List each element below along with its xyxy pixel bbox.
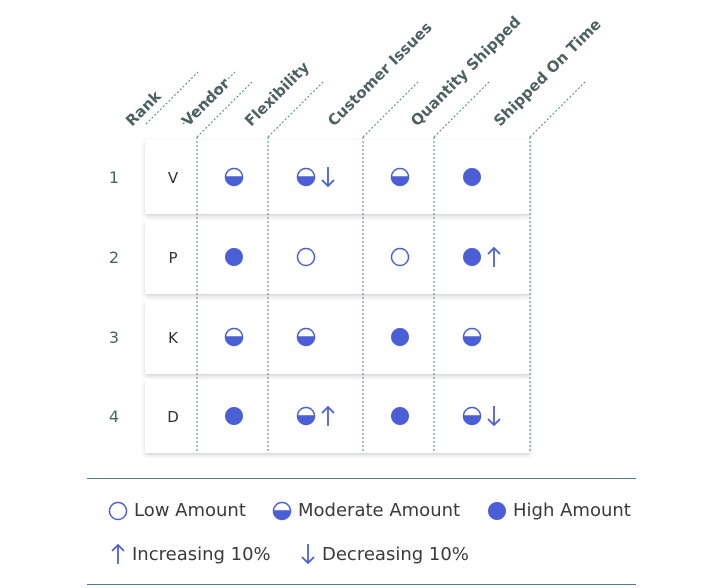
header-divider-diagonal	[145, 71, 199, 125]
score-cell	[390, 247, 410, 267]
score-cell	[225, 248, 243, 266]
arrow-down-icon	[321, 167, 335, 188]
moderate-amount-icon	[296, 327, 316, 347]
moderate-amount-icon	[296, 167, 316, 187]
score-cell	[391, 407, 409, 425]
score-cell	[391, 328, 409, 346]
score-cell	[463, 246, 501, 267]
high-amount-icon	[225, 248, 243, 266]
high-amount-icon	[391, 407, 409, 425]
score-cell	[463, 168, 481, 186]
arrow-up-icon	[487, 246, 501, 267]
rank-cell: 4	[109, 407, 119, 426]
rank-cell: 3	[109, 328, 119, 347]
high-amount-icon	[463, 168, 481, 186]
column-divider-diagonal	[196, 81, 253, 138]
low-amount-icon	[296, 247, 316, 267]
vendor-cell: K	[168, 329, 179, 347]
score-cell	[462, 406, 501, 427]
score-cell	[296, 405, 335, 426]
score-cell	[296, 327, 316, 347]
column-header-rank: Rank	[122, 86, 165, 129]
low-amount-icon	[390, 247, 410, 267]
moderate-amount-icon	[296, 406, 316, 426]
column-divider-diagonal	[529, 81, 586, 138]
score-cell	[224, 327, 244, 347]
column-divider-diagonal	[433, 81, 490, 138]
moderate-amount-icon	[224, 327, 244, 347]
high-amount-icon	[391, 328, 409, 346]
moderate-amount-icon	[224, 167, 244, 187]
column-header-flexibility: Flexibility	[241, 58, 313, 130]
score-cell	[296, 167, 335, 188]
vendor-cell: V	[168, 169, 179, 187]
moderate-amount-icon	[390, 167, 410, 187]
score-cell	[225, 407, 243, 425]
vendor-cell: D	[167, 408, 179, 426]
moderate-amount-icon	[462, 406, 482, 426]
arrow-up-icon	[321, 405, 335, 426]
column-header-vendor: Vendor	[178, 74, 234, 130]
moderate-amount-icon	[462, 327, 482, 347]
arrow-down-icon	[487, 406, 501, 427]
rank-cell: 1	[109, 168, 119, 187]
score-cell	[390, 167, 410, 187]
score-cell	[462, 327, 482, 347]
score-cell	[224, 167, 244, 187]
high-amount-icon	[225, 407, 243, 425]
score-cell	[296, 247, 316, 267]
vendor-cell: P	[168, 249, 177, 267]
high-amount-icon	[463, 248, 481, 266]
column-divider-diagonal	[362, 81, 419, 138]
column-divider-diagonal	[267, 81, 324, 138]
header-divider-diagonal	[182, 71, 236, 125]
rank-cell: 2	[109, 248, 119, 267]
